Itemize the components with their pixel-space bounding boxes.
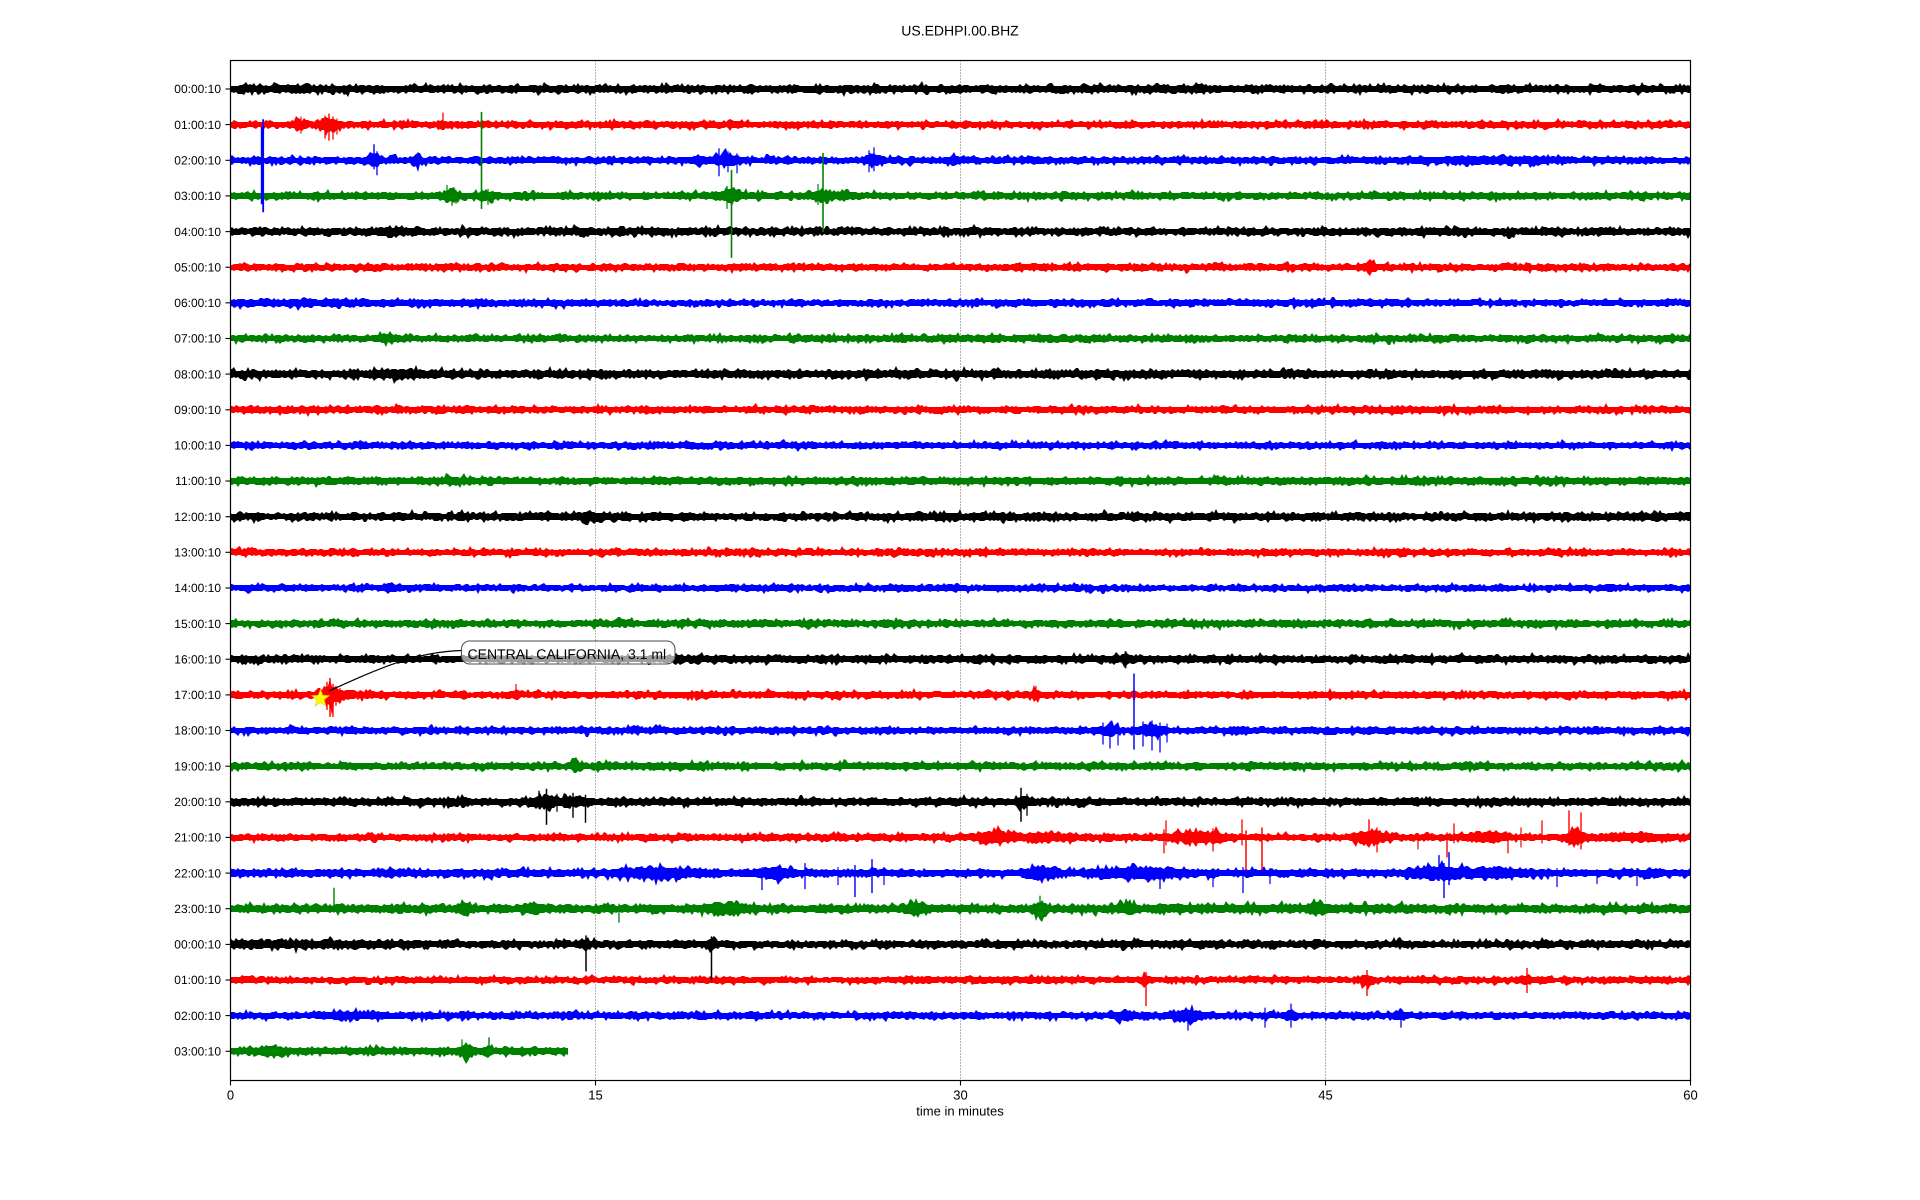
svg-text:15:00:10: 15:00:10 [174, 617, 221, 631]
svg-text:00:00:10: 00:00:10 [174, 82, 221, 96]
svg-text:18:00:10: 18:00:10 [174, 724, 221, 738]
svg-text:03:00:10: 03:00:10 [174, 189, 221, 203]
svg-text:23:00:10: 23:00:10 [174, 902, 221, 916]
svg-text:19:00:10: 19:00:10 [174, 759, 221, 773]
svg-text:time in minutes: time in minutes [916, 1104, 1004, 1119]
svg-text:08:00:10: 08:00:10 [174, 367, 221, 381]
svg-text:10:00:10: 10:00:10 [174, 439, 221, 453]
svg-text:04:00:10: 04:00:10 [174, 225, 221, 239]
svg-text:09:00:10: 09:00:10 [174, 403, 221, 417]
svg-text:60: 60 [1683, 1088, 1697, 1103]
svg-text:07:00:10: 07:00:10 [174, 332, 221, 346]
svg-text:12:00:10: 12:00:10 [174, 510, 221, 524]
svg-text:20:00:10: 20:00:10 [174, 795, 221, 809]
svg-text:14:00:10: 14:00:10 [174, 581, 221, 595]
svg-text:30: 30 [953, 1088, 967, 1103]
svg-text:02:00:10: 02:00:10 [174, 154, 221, 168]
svg-text:11:00:10: 11:00:10 [175, 474, 221, 488]
svg-text:US.EDHPI.00.BHZ: US.EDHPI.00.BHZ [901, 23, 1019, 39]
svg-text:22:00:10: 22:00:10 [174, 866, 221, 880]
svg-text:21:00:10: 21:00:10 [174, 831, 221, 845]
svg-text:00:00:10: 00:00:10 [174, 938, 221, 952]
svg-text:02:00:10: 02:00:10 [174, 1009, 221, 1023]
svg-text:05:00:10: 05:00:10 [174, 260, 221, 274]
svg-text:CENTRAL CALIFORNIA, 3.1 ml: CENTRAL CALIFORNIA, 3.1 ml [468, 646, 667, 662]
svg-text:0: 0 [227, 1088, 234, 1103]
svg-text:01:00:10: 01:00:10 [174, 973, 221, 987]
svg-text:06:00:10: 06:00:10 [174, 296, 221, 310]
svg-text:16:00:10: 16:00:10 [174, 652, 221, 666]
svg-text:45: 45 [1318, 1088, 1332, 1103]
svg-text:15: 15 [588, 1088, 602, 1103]
svg-text:13:00:10: 13:00:10 [174, 546, 221, 560]
svg-text:17:00:10: 17:00:10 [174, 688, 221, 702]
svg-text:01:00:10: 01:00:10 [174, 118, 221, 132]
svg-text:03:00:10: 03:00:10 [174, 1045, 221, 1059]
